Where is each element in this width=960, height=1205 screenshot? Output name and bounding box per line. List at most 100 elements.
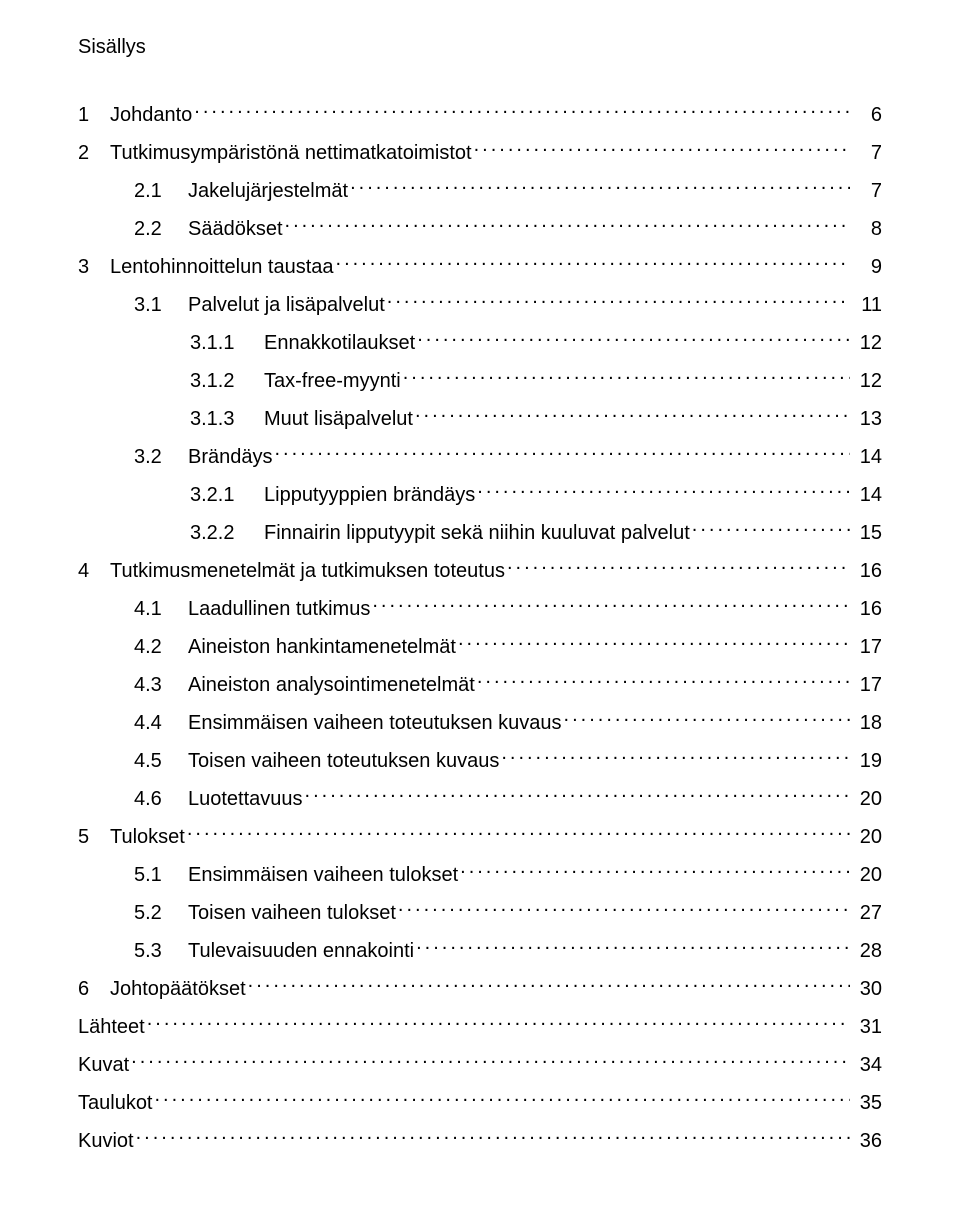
toc-entry: Kuviot 36	[78, 1127, 882, 1155]
toc-leader-dots	[403, 367, 850, 387]
toc-entry-number: 5.2	[134, 899, 188, 927]
toc-leader-dots	[350, 177, 850, 197]
toc-entry-label: Ensimmäisen vaiheen tulokset	[188, 861, 460, 889]
toc-entry: 1Johdanto6	[78, 101, 882, 129]
toc-entry: 5.2Toisen vaiheen tulokset 27	[134, 899, 882, 927]
toc-entry-page: 14	[850, 481, 882, 509]
toc-entry: 4.2Aineiston hankintamenetelmät17	[134, 633, 882, 661]
toc-entry-number: 1	[78, 101, 110, 129]
toc-leader-dots	[398, 899, 850, 919]
toc-entry-page: 18	[850, 709, 882, 737]
toc-leader-dots	[387, 291, 850, 311]
toc-entry-number: 3	[78, 253, 110, 281]
toc-leader-dots	[155, 1089, 851, 1109]
toc-entry-label: Kuvat	[78, 1051, 131, 1079]
toc-entry-page: 27	[850, 899, 882, 927]
toc-entry-number: 4.2	[134, 633, 188, 661]
toc-entry-page: 31	[850, 1013, 882, 1041]
toc-entry-number: 2.1	[134, 177, 188, 205]
toc-leader-dots	[564, 709, 850, 729]
toc-entry-label: Lipputyyppien brändäys	[264, 481, 477, 509]
toc-entry: 6Johtopäätökset 30	[78, 975, 882, 1003]
toc-leader-dots	[474, 139, 850, 159]
toc-entry: 5.3Tulevaisuuden ennakointi28	[134, 937, 882, 965]
toc-entry: 3.2.2Finnairin lipputyypit sekä niihin k…	[190, 519, 882, 547]
toc-leader-dots	[305, 785, 850, 805]
toc-leader-dots	[372, 595, 850, 615]
toc-entry-page: 12	[850, 329, 882, 357]
toc-entry: Kuvat34	[78, 1051, 882, 1079]
toc-entry-number: 2	[78, 139, 110, 167]
toc-entry-page: 35	[850, 1089, 882, 1117]
toc-entry-page: 20	[850, 785, 882, 813]
toc-leader-dots	[692, 519, 850, 539]
toc-entry-label: Aineiston analysointimenetelmät	[188, 671, 477, 699]
toc-entry-number: 5.1	[134, 861, 188, 889]
toc-entry-label: Lähteet	[78, 1013, 147, 1041]
toc-entry-label: Tulokset	[110, 823, 187, 851]
toc-leader-dots	[415, 405, 850, 425]
toc-entry-page: 20	[850, 823, 882, 851]
toc-entry-label: Johtopäätökset	[110, 975, 248, 1003]
toc-leader-dots	[417, 329, 850, 349]
toc-leader-dots	[416, 937, 850, 957]
toc-entry-page: 19	[850, 747, 882, 775]
toc-entry-label: Tutkimusympäristönä nettimatkatoimistot	[110, 139, 474, 167]
toc-entry-label: Brändäys	[188, 443, 275, 471]
toc-entry-page: 13	[850, 405, 882, 433]
toc-entry: 4Tutkimusmenetelmät ja tutkimuksen toteu…	[78, 557, 882, 585]
toc-entry: 4.1Laadullinen tutkimus 16	[134, 595, 882, 623]
toc-entry-label: Ennakkotilaukset	[264, 329, 417, 357]
toc-leader-dots	[477, 481, 850, 501]
toc-entry: Taulukot35	[78, 1089, 882, 1117]
toc-entry-page: 28	[850, 937, 882, 965]
toc-entry-label: Tax-free-myynti	[264, 367, 403, 395]
toc-entry: 3.2Brändäys14	[134, 443, 882, 471]
toc-entry-label: Palvelut ja lisäpalvelut	[188, 291, 387, 319]
toc-entry-label: Laadullinen tutkimus	[188, 595, 372, 623]
toc-entry: 4.4Ensimmäisen vaiheen toteutuksen kuvau…	[134, 709, 882, 737]
toc-entry: 4.5Toisen vaiheen toteutuksen kuvaus19	[134, 747, 882, 775]
toc-entry-number: 3.1	[134, 291, 188, 319]
toc-entry: 4.6Luotettavuus20	[134, 785, 882, 813]
toc-entry-page: 36	[850, 1127, 882, 1155]
toc-entry-page: 16	[850, 595, 882, 623]
toc-entry-page: 30	[850, 975, 882, 1003]
toc-entry-number: 6	[78, 975, 110, 1003]
toc-leader-dots	[460, 861, 850, 881]
toc-entry-label: Säädökset	[188, 215, 285, 243]
toc-entry-page: 9	[850, 253, 882, 281]
toc-entry-page: 11	[850, 291, 882, 319]
toc-entry-page: 15	[850, 519, 882, 547]
toc-leader-dots	[187, 823, 850, 843]
toc-entry-page: 8	[850, 215, 882, 243]
toc-entry-label: Kuviot	[78, 1127, 136, 1155]
toc-leader-dots	[275, 443, 851, 463]
toc-entry-number: 5.3	[134, 937, 188, 965]
toc-entry-label: Luotettavuus	[188, 785, 305, 813]
toc-entry: 3.2.1Lipputyyppien brändäys14	[190, 481, 882, 509]
toc-entry-label: Ensimmäisen vaiheen toteutuksen kuvaus	[188, 709, 564, 737]
toc-leader-dots	[131, 1051, 850, 1071]
toc-list: 1Johdanto6 2Tutkimusympäristönä nettimatk…	[78, 101, 882, 1155]
toc-entry-label: Tutkimusmenetelmät ja tutkimuksen toteut…	[110, 557, 507, 585]
toc-entry-number: 4.3	[134, 671, 188, 699]
toc-leader-dots	[501, 747, 850, 767]
toc-entry-label: Toisen vaiheen toteutuksen kuvaus	[188, 747, 501, 775]
toc-entry: 4.3Aineiston analysointimenetelmät17	[134, 671, 882, 699]
toc-entry-label: Aineiston hankintamenetelmät	[188, 633, 458, 661]
toc-leader-dots	[285, 215, 850, 235]
toc-leader-dots	[477, 671, 850, 691]
toc-entry: Lähteet 31	[78, 1013, 882, 1041]
toc-entry: 2.1Jakelujärjestelmät7	[134, 177, 882, 205]
toc-entry-label: Muut lisäpalvelut	[264, 405, 415, 433]
toc-entry-label: Finnairin lipputyypit sekä niihin kuuluv…	[264, 519, 692, 547]
toc-entry-number: 4	[78, 557, 110, 585]
toc-entry: 2.2Säädökset8	[134, 215, 882, 243]
document-page: Sisällys 1Johdanto62Tutkimusympäristönä …	[0, 0, 960, 1205]
toc-entry-number: 3.1.3	[190, 405, 264, 433]
toc-entry: 3.1.1Ennakkotilaukset12	[190, 329, 882, 357]
toc-entry-number: 4.1	[134, 595, 188, 623]
toc-entry-label: Toisen vaiheen tulokset	[188, 899, 398, 927]
toc-leader-dots	[147, 1013, 850, 1033]
